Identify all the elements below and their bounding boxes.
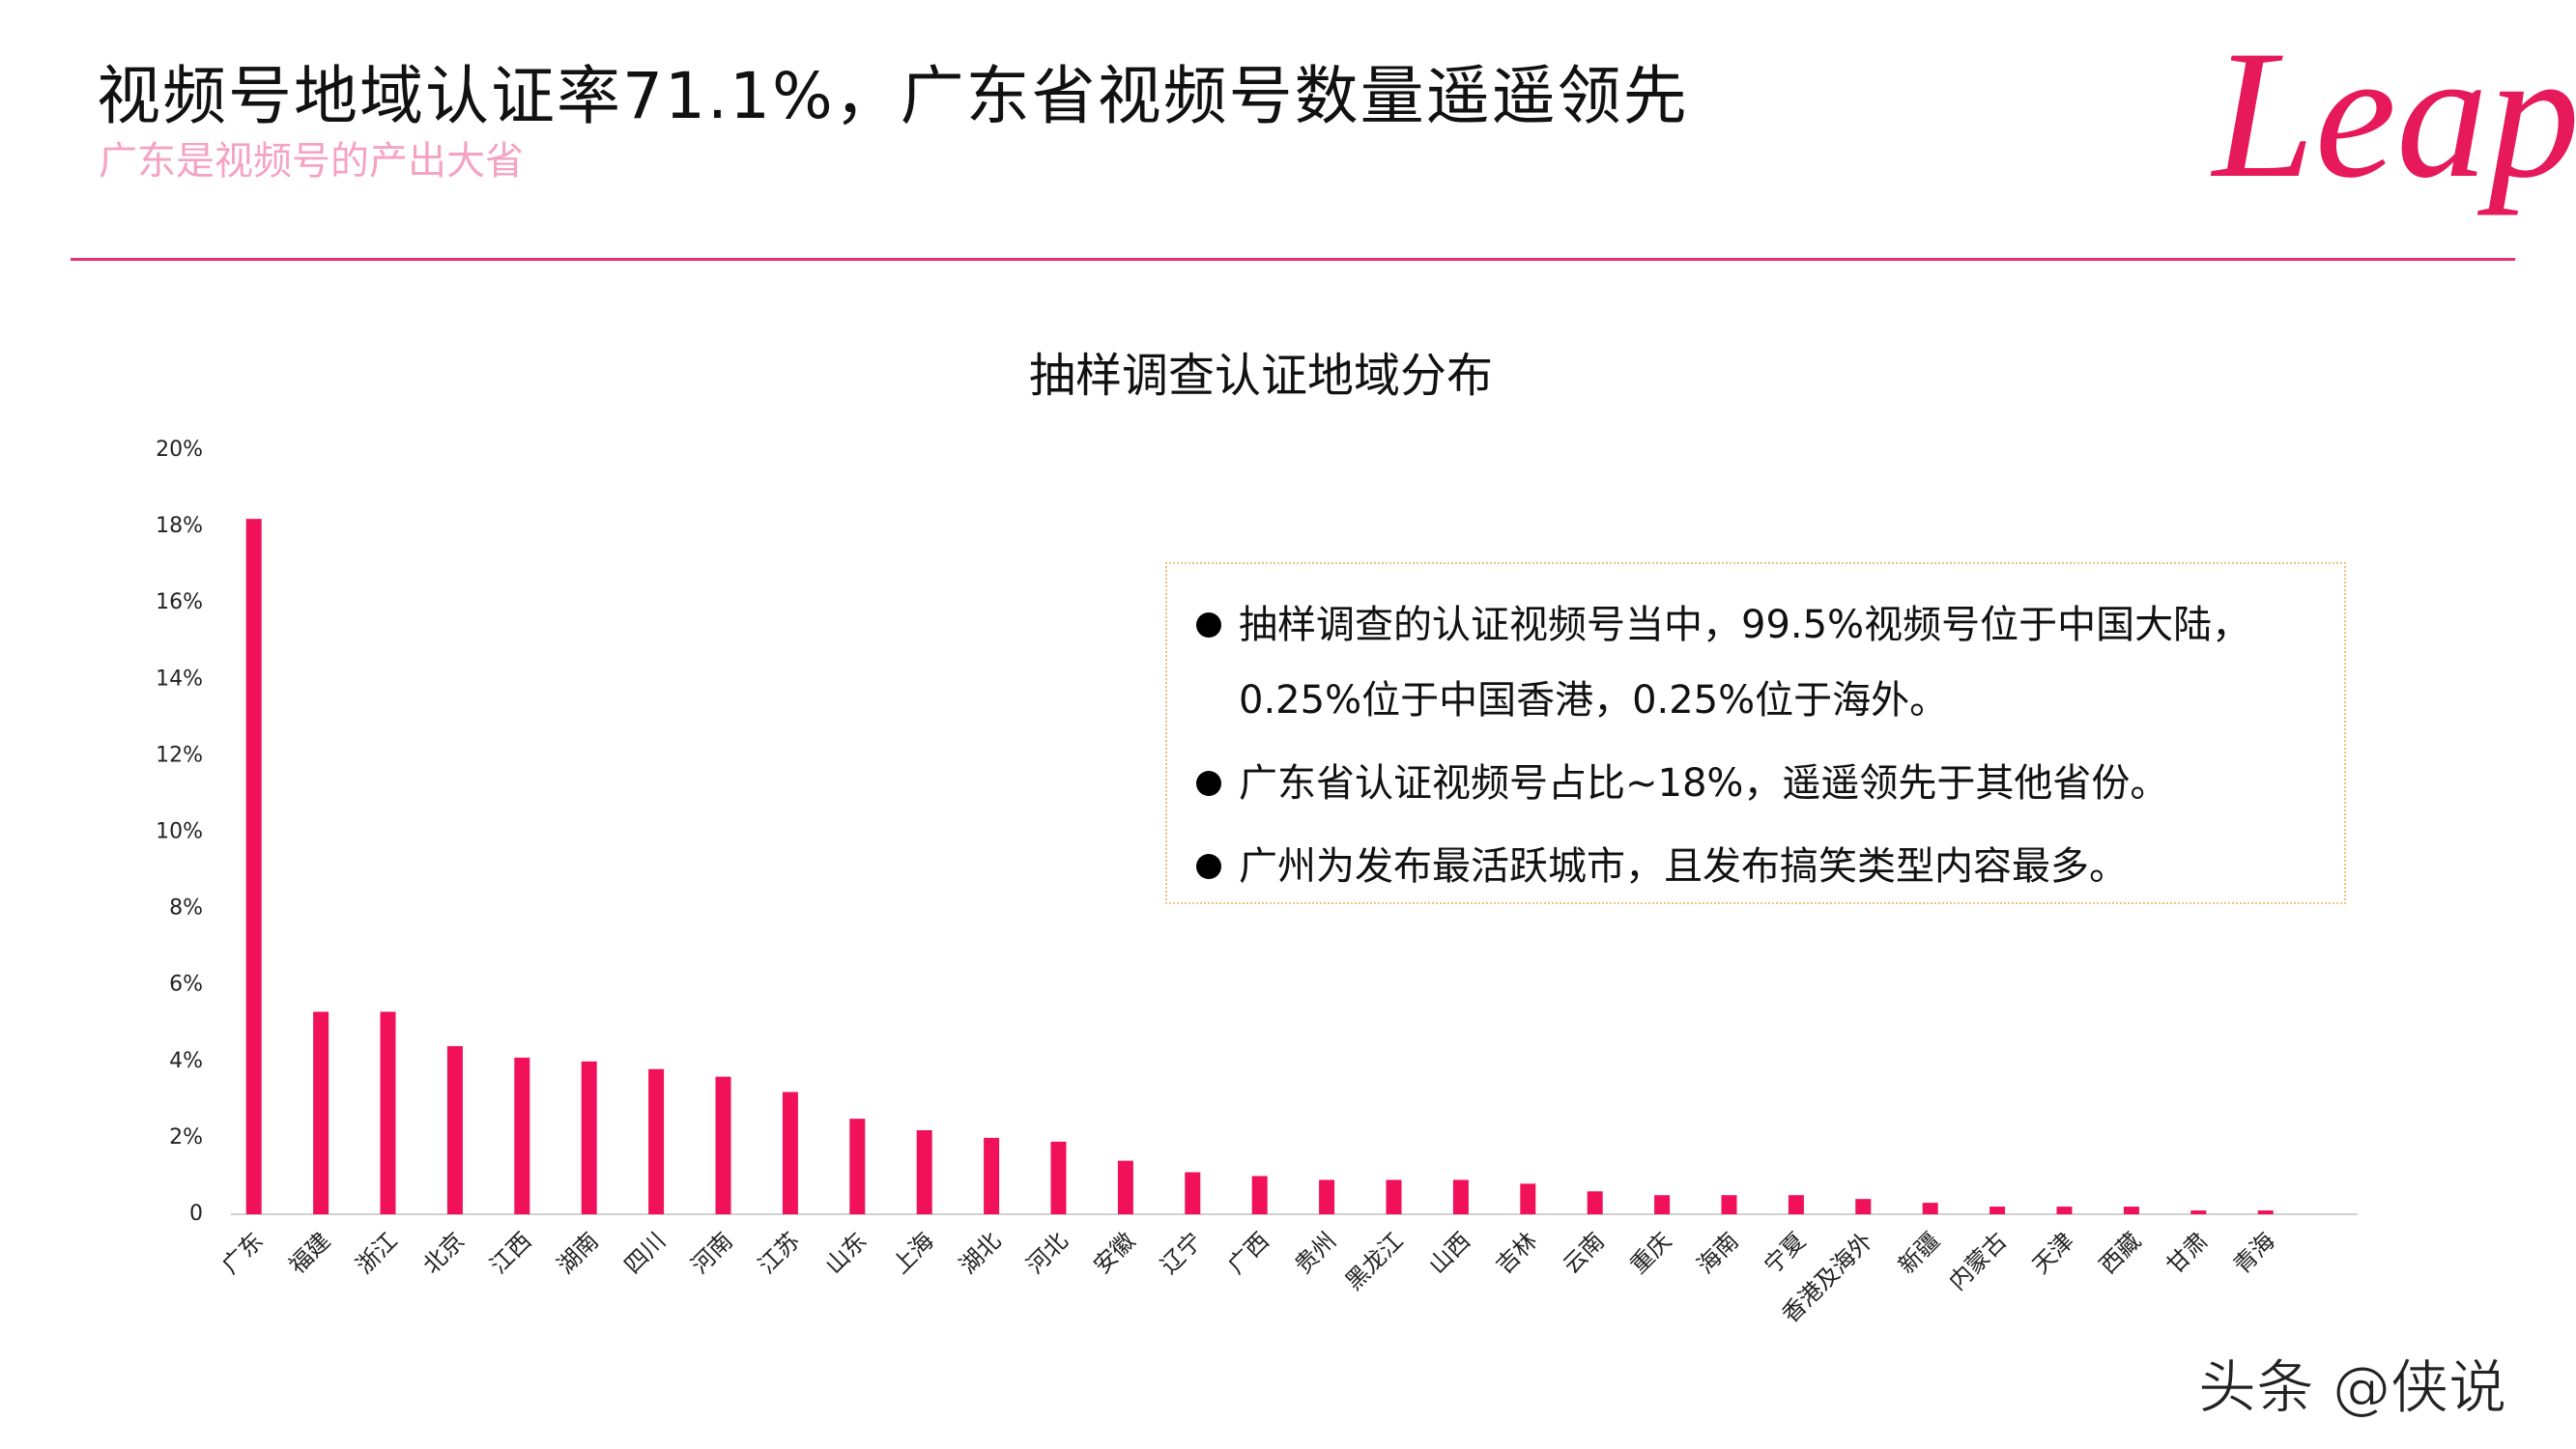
bar — [1922, 1203, 1938, 1214]
bar — [581, 1061, 597, 1214]
page-subtitle: 广东是视频号的产出大省 — [99, 139, 524, 184]
y-tick-label: 14% — [156, 667, 203, 691]
bar — [1587, 1191, 1603, 1214]
x-tick-label: 四川 — [619, 1227, 672, 1279]
x-tick-label: 辽宁 — [1156, 1227, 1208, 1279]
x-tick-label: 上海 — [887, 1227, 939, 1279]
x-tick-label: 贵州 — [1290, 1227, 1342, 1279]
notes-box: 抽样调查的认证视频号当中，99.5%视频号位于中国大陆，0.25%位于中国香港，… — [1165, 562, 2346, 904]
x-tick-label: 湖南 — [552, 1227, 604, 1279]
bar — [782, 1092, 798, 1214]
x-tick-label: 河北 — [1021, 1227, 1073, 1279]
bar — [2056, 1207, 2073, 1214]
bar — [1989, 1207, 2006, 1214]
x-tick-label: 北京 — [417, 1227, 470, 1279]
x-tick-label: 云南 — [1558, 1227, 1610, 1279]
watermark: 头条 @侠说 — [2197, 1354, 2507, 1423]
bar — [1050, 1141, 1067, 1214]
note: 广州为发布最活跃城市，且发布搞笑类型内容最多。 — [1192, 829, 2305, 904]
x-tick-label: 内蒙古 — [1944, 1227, 2013, 1295]
x-tick-label: 浙江 — [351, 1227, 403, 1279]
x-tick-label: 福建 — [284, 1227, 336, 1279]
x-tick-label: 青海 — [2228, 1227, 2280, 1279]
y-tick-label: 8% — [169, 896, 203, 921]
chart-title: 抽样调查认证地域分布 — [1029, 349, 1493, 403]
bar — [1117, 1160, 1133, 1214]
y-tick-label: 12% — [156, 743, 203, 767]
page-title: 视频号地域认证率71.1%，广东省视频号数量遥遥领先 — [97, 59, 1689, 133]
x-tick-label: 湖北 — [955, 1227, 1007, 1279]
note: 广东省认证视频号占比~18%，遥遥领先于其他省份。 — [1192, 746, 2305, 821]
x-tick-label: 甘肃 — [2161, 1227, 2214, 1279]
bar — [245, 519, 262, 1214]
bar — [1452, 1179, 1469, 1214]
y-tick-label: 4% — [169, 1049, 203, 1073]
bar — [2123, 1207, 2139, 1214]
bar — [1520, 1183, 1536, 1214]
x-tick-label: 江苏 — [753, 1227, 805, 1279]
x-tick-label: 黑龙江 — [1340, 1227, 1409, 1295]
x-tick-label: 广西 — [1222, 1227, 1274, 1279]
bar — [1788, 1195, 1804, 1214]
y-tick-label: 0 — [189, 1202, 203, 1226]
bar — [1251, 1176, 1268, 1214]
y-tick-label: 20% — [156, 438, 203, 462]
x-tick-label: 山西 — [1423, 1227, 1475, 1279]
bar — [849, 1119, 866, 1214]
bar — [1386, 1179, 1402, 1214]
y-tick-label: 18% — [156, 514, 203, 538]
y-tick-label: 16% — [156, 590, 203, 614]
x-tick-label: 吉林 — [1491, 1227, 1543, 1279]
bar — [1319, 1179, 1335, 1214]
x-tick-label: 海南 — [1692, 1227, 1744, 1279]
y-tick-label: 2% — [169, 1125, 203, 1150]
bar — [446, 1045, 463, 1214]
x-tick-label: 西藏 — [2094, 1227, 2146, 1279]
bar — [715, 1076, 731, 1214]
bar — [1654, 1195, 1671, 1214]
y-tick-label: 10% — [156, 820, 203, 844]
x-tick-label: 天津 — [2027, 1227, 2079, 1279]
x-tick-label: 广东 — [216, 1227, 269, 1279]
bar — [313, 1011, 329, 1214]
y-tick-label: 6% — [169, 973, 203, 997]
bar — [648, 1068, 665, 1214]
bar — [2190, 1210, 2207, 1214]
x-tick-label: 宁夏 — [1759, 1227, 1811, 1279]
bar — [916, 1129, 932, 1214]
bar — [1721, 1195, 1737, 1214]
bar — [1185, 1172, 1201, 1214]
logo: Leap — [2213, 14, 2576, 216]
x-tick-label: 山东 — [820, 1227, 873, 1279]
x-tick-label: 安徽 — [1088, 1227, 1140, 1279]
bar — [984, 1137, 1000, 1214]
bar — [514, 1057, 530, 1214]
x-tick-label: 重庆 — [1625, 1227, 1677, 1279]
x-tick-label: 江西 — [485, 1227, 537, 1279]
bar — [2257, 1210, 2274, 1214]
bar — [1855, 1199, 1872, 1214]
x-tick-label: 河南 — [686, 1227, 738, 1279]
divider — [71, 258, 2515, 261]
note: 抽样调查的认证视频号当中，99.5%视频号位于中国大陆，0.25%位于中国香港，… — [1192, 587, 2305, 738]
bar — [380, 1011, 396, 1214]
x-tick-label: 新疆 — [1893, 1227, 1945, 1279]
